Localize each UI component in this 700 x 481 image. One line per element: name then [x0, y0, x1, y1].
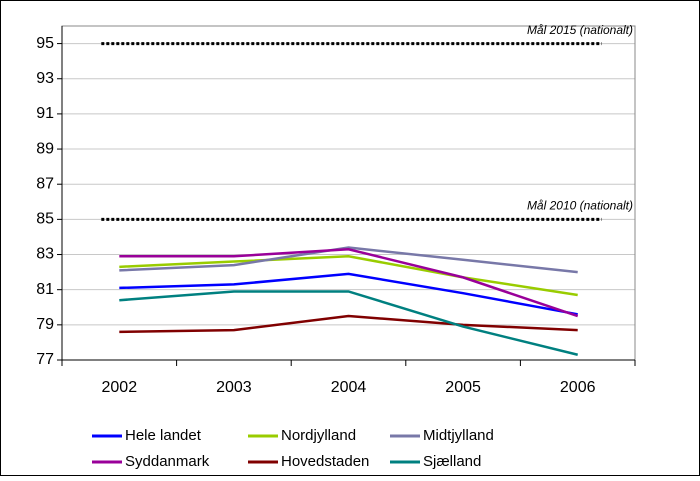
y-tick-label: 81 — [36, 281, 54, 298]
legend-label: Hovedstaden — [281, 453, 369, 470]
series-line — [119, 246, 578, 274]
y-tick-label: 85 — [36, 211, 54, 228]
y-tick-label: 89 — [36, 140, 54, 157]
series-line — [119, 255, 578, 297]
y-tick-label: 87 — [36, 175, 54, 192]
x-tick-label: 2003 — [216, 379, 252, 396]
series-line — [119, 290, 578, 356]
y-tick-label: 79 — [36, 316, 54, 333]
series-line — [119, 314, 578, 334]
legend-label: Sjælland — [423, 453, 481, 470]
legend-label: Hele landet — [125, 427, 202, 444]
x-tick-label: 2005 — [445, 379, 481, 396]
legend-label: Syddanmark — [125, 453, 210, 470]
series-line — [119, 247, 579, 318]
legend-label: Midtjylland — [423, 427, 494, 444]
x-tick-label: 2006 — [560, 379, 596, 396]
y-tick-label: 91 — [36, 105, 54, 122]
y-tick-label: 77 — [36, 351, 54, 368]
series-line — [119, 272, 578, 316]
y-tick-label: 93 — [36, 70, 54, 87]
target-label: Mål 2010 (nationalt) — [527, 199, 633, 213]
y-tick-label: 95 — [36, 35, 54, 52]
x-tick-label: 2004 — [331, 379, 367, 396]
x-tick-label: 2002 — [102, 379, 138, 396]
legend-label: Nordjylland — [281, 427, 356, 444]
target-label: Mål 2015 (nationalt) — [527, 23, 633, 37]
y-tick-label: 83 — [36, 246, 54, 263]
